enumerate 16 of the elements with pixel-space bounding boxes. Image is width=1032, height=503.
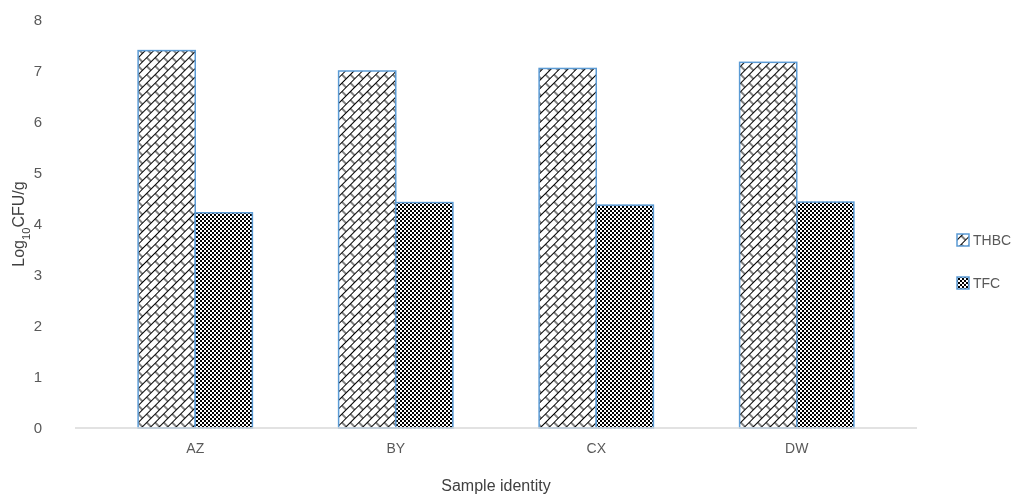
- x-tick-label: BY: [386, 440, 406, 456]
- y-tick-label: 8: [33, 11, 42, 29]
- y-tick-label: 7: [33, 62, 42, 80]
- x-tick-label: AZ: [186, 440, 205, 456]
- y-tick-label: 5: [33, 164, 42, 182]
- y-tick-label: 3: [33, 266, 42, 284]
- legend-label: THBC: [973, 231, 1012, 248]
- y-tick-label: 0: [33, 419, 42, 437]
- x-tick-label: CX: [586, 440, 607, 456]
- x-axis-title: Sample identity: [441, 477, 551, 494]
- y-tick-label: 4: [33, 215, 42, 233]
- y-tick-label: 2: [33, 317, 42, 335]
- x-tick-label: DW: [785, 440, 810, 456]
- legend-label: TFC: [973, 274, 1001, 291]
- y-tick-label: 1: [33, 368, 42, 386]
- y-tick-label: 6: [33, 113, 42, 131]
